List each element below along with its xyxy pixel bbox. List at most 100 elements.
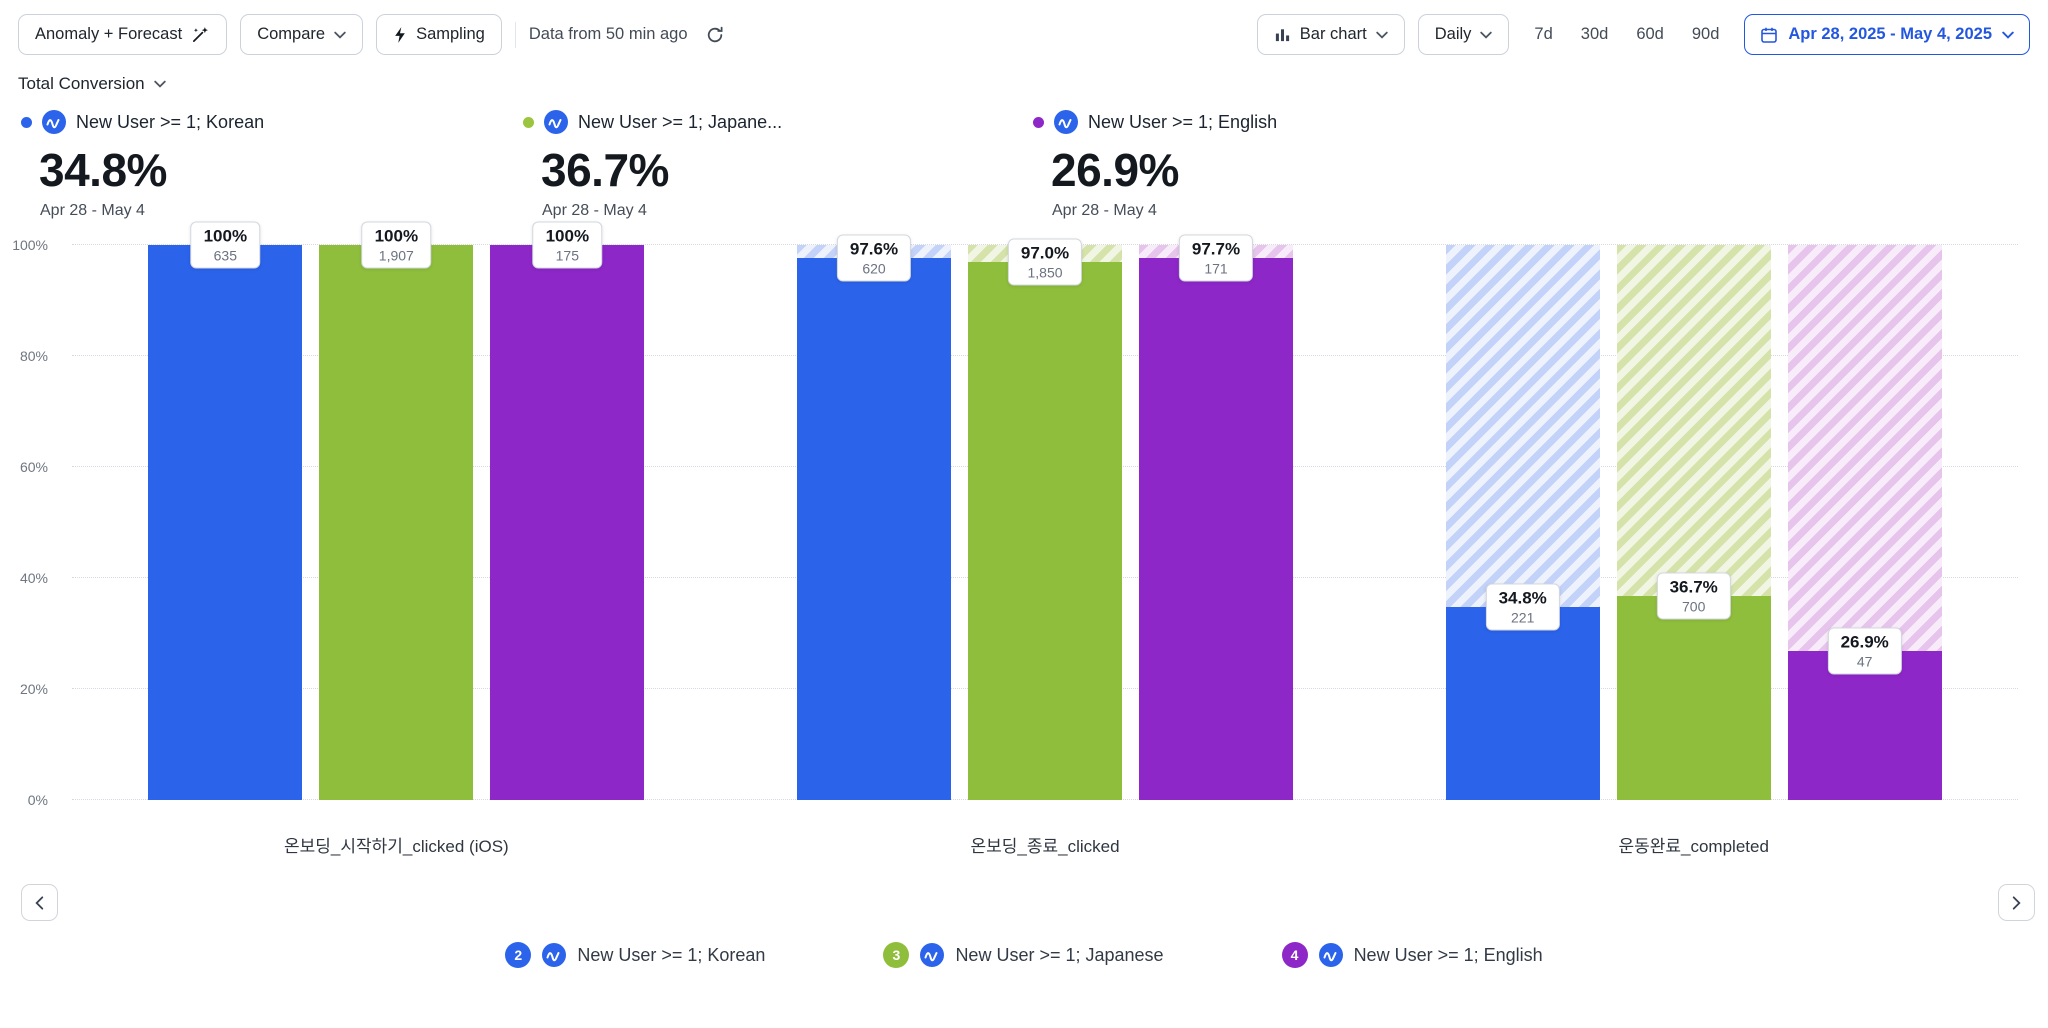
range-button-7d[interactable]: 7d xyxy=(1522,14,1564,55)
bar-count-text: 620 xyxy=(862,260,886,277)
bar-segment xyxy=(148,245,303,800)
chevron-left-icon xyxy=(35,895,44,910)
series-summary[interactable]: New User >= 1; Japane... 36.7% Apr 28 - Ma… xyxy=(523,110,782,220)
series-conversion-value: 34.8% xyxy=(39,144,167,196)
x-axis-labels: 온보딩_시작하기_clicked (iOS) 온보딩_종료_clicked 운동완료… xyxy=(72,832,2018,857)
y-axis: 0% 20% 40% 60% 80% 100% xyxy=(0,237,58,808)
bar-percent-text: 100% xyxy=(545,226,590,246)
funnel-bar[interactable]: 100% 635 xyxy=(148,221,303,800)
funnel-bar[interactable]: 97.6% 620 xyxy=(797,234,951,800)
funnel-bar[interactable]: 97.7% 171 xyxy=(1139,234,1293,800)
bar-count-text: 1,850 xyxy=(1027,264,1063,281)
funnel-bar[interactable]: 100% 1,907 xyxy=(319,221,474,800)
previous-page-button[interactable] xyxy=(21,884,58,921)
cohort-icon xyxy=(42,110,66,134)
bar-count-text: 175 xyxy=(555,247,580,264)
chart-type-select[interactable]: Bar chart xyxy=(1256,14,1405,55)
chevron-down-icon xyxy=(1376,31,1388,39)
bar-percent-text: 100% xyxy=(203,226,248,246)
series-date-range: Apr 28 - May 4 xyxy=(1052,202,1157,219)
funnel-bar[interactable]: 26.9% 47 xyxy=(1787,245,1942,800)
bar-percent-text: 34.8% xyxy=(1498,588,1547,608)
bar-percent-text: 100% xyxy=(374,226,419,246)
funnel-bar[interactable]: 100% 175 xyxy=(490,221,645,800)
range-button-30d[interactable]: 30d xyxy=(1569,14,1621,55)
series-name: New User >= 1; English xyxy=(1088,111,1278,132)
y-tick-label: 20% xyxy=(19,681,48,697)
chart-plot: 100% 635 100% 1,907 100% 175 97.6% 620 97.0% 1,85… xyxy=(72,221,2018,800)
dropoff-hatch xyxy=(1616,245,1771,597)
series-color-dot xyxy=(523,116,534,128)
next-page-button[interactable] xyxy=(1998,884,2035,921)
y-tick-label: 100% xyxy=(12,237,48,253)
range-buttons: 7d 30d 60d 90d xyxy=(1522,14,1731,55)
series-name: New User >= 1; Japane... xyxy=(578,111,783,132)
refresh-icon xyxy=(705,25,725,45)
anomaly-forecast-label: Anomaly + Forecast xyxy=(35,25,183,43)
bar-value-label: 97.0% 1,850 xyxy=(1007,238,1083,286)
series-name: New User >= 1; Korean xyxy=(76,111,265,132)
metric-selector[interactable]: Total Conversion xyxy=(18,74,166,94)
bar-segment xyxy=(319,245,474,800)
toolbar-divider xyxy=(514,21,516,48)
funnel-step-group: 100% 635 100% 1,907 100% 175 xyxy=(72,221,721,800)
series-date-range: Apr 28 - May 4 xyxy=(542,202,647,219)
cohort-icon xyxy=(544,110,568,134)
bar-percent-text: 97.7% xyxy=(1191,239,1241,259)
legend-item[interactable]: 4 New User >= 1; English xyxy=(1281,942,1543,968)
funnel-bar[interactable]: 97.0% 1,850 xyxy=(968,238,1122,800)
lightning-icon xyxy=(393,26,407,44)
series-summary-header: New User >= 1; Korean xyxy=(21,110,264,134)
refresh-button[interactable] xyxy=(701,21,729,49)
sampling-button[interactable]: Sampling xyxy=(376,14,502,55)
legend-index-badge: 3 xyxy=(883,942,910,968)
magic-wand-icon xyxy=(191,25,210,44)
funnel-bar[interactable]: 34.8% 221 xyxy=(1445,245,1600,800)
bar-count-text: 221 xyxy=(1510,609,1535,626)
bar-segment xyxy=(797,258,951,800)
bar-value-label: 100% 635 xyxy=(190,221,261,269)
dropoff-hatch xyxy=(1787,245,1942,651)
y-tick-label: 40% xyxy=(19,570,48,586)
range-button-90d[interactable]: 90d xyxy=(1680,14,1732,55)
bar-percent-text: 26.9% xyxy=(1840,632,1889,652)
bar-value-label: 36.7% 700 xyxy=(1656,572,1731,620)
bar-segment xyxy=(1787,650,1942,800)
bar-chart-icon xyxy=(1274,26,1291,43)
anomaly-forecast-button[interactable]: Anomaly + Forecast xyxy=(18,14,228,55)
date-range-picker[interactable]: Apr 28, 2025 - May 4, 2025 xyxy=(1744,14,2030,55)
bar-segment xyxy=(968,261,1122,800)
legend-item[interactable]: 2 New User >= 1; Korean xyxy=(505,942,765,968)
toolbar-right-group: Bar chart Daily 7d 30d 60d 90d Apr 28, 2025… xyxy=(1256,14,2030,55)
chart-legend: 2 New User >= 1; Korean 3 New User >= 1; Ja… xyxy=(0,942,2048,968)
series-summary[interactable]: New User >= 1; English 26.9% Apr 28 - May … xyxy=(1033,110,1277,220)
interval-select[interactable]: Daily xyxy=(1417,14,1510,55)
dropoff-hatch xyxy=(1445,245,1600,607)
range-button-60d[interactable]: 60d xyxy=(1624,14,1676,55)
cohort-icon xyxy=(542,943,567,967)
metric-label: Total Conversion xyxy=(18,74,145,93)
bar-value-label: 26.9% 47 xyxy=(1827,627,1902,675)
bar-percent-text: 36.7% xyxy=(1669,577,1718,597)
cohort-icon xyxy=(1054,110,1078,134)
bar-count-text: 171 xyxy=(1204,260,1228,277)
compare-label: Compare xyxy=(257,25,326,43)
series-summary[interactable]: New User >= 1; Korean 34.8% Apr 28 - May 4 xyxy=(21,110,264,220)
funnel-bar[interactable]: 36.7% 700 xyxy=(1616,245,1771,800)
legend-label: New User >= 1; English xyxy=(1353,944,1543,965)
compare-button[interactable]: Compare xyxy=(240,14,364,55)
y-tick-label: 60% xyxy=(19,459,48,475)
bar-count-text: 700 xyxy=(1681,598,1706,615)
legend-item[interactable]: 3 New User >= 1; Japanese xyxy=(883,942,1164,968)
x-axis-category-label: 운동완료_completed xyxy=(1618,837,1769,856)
bar-value-label: 100% 1,907 xyxy=(361,221,432,269)
bar-count-text: 47 xyxy=(1856,653,1873,670)
legend-index-badge: 2 xyxy=(505,942,532,968)
bar-value-label: 34.8% 221 xyxy=(1485,583,1560,631)
series-conversion-value: 36.7% xyxy=(541,144,669,196)
bar-segment xyxy=(490,245,645,800)
bar-value-label: 97.6% 620 xyxy=(836,234,912,282)
funnel-step-group: 97.6% 620 97.0% 1,850 97.7% 171 xyxy=(721,234,1370,800)
bar-percent-text: 97.6% xyxy=(849,239,899,259)
y-tick-label: 0% xyxy=(27,792,48,808)
